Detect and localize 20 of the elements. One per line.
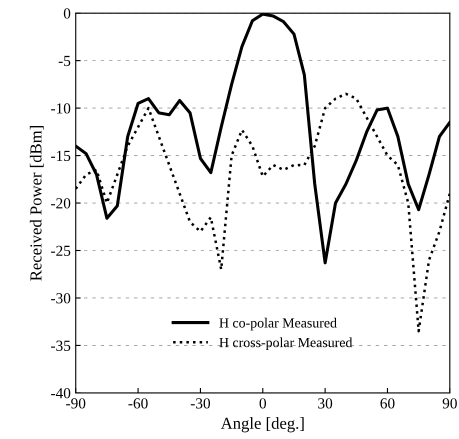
y-tick-label: -35 — [51, 340, 70, 351]
x-tick-label: 90 — [442, 398, 457, 409]
x-tick-label: -90 — [66, 398, 86, 409]
legend-label: H co-polar Measured — [219, 318, 337, 330]
y-axis-title: Received Power [dBm] — [30, 126, 44, 281]
legend-label: H cross-polar Measured — [219, 337, 352, 350]
y-tick-label: -20 — [51, 198, 70, 208]
x-tick-label: 60 — [380, 398, 395, 409]
y-tick-label: -25 — [51, 246, 70, 256]
y-tick-label: 0 — [64, 8, 70, 19]
x-tick-label: -60 — [128, 398, 148, 409]
y-tick-label: -5 — [58, 56, 70, 66]
y-tick-label: -15 — [51, 150, 70, 162]
y-tick-label: -30 — [51, 293, 70, 304]
x-axis-title: Angle [deg.] — [220, 417, 304, 432]
x-tick-label: 30 — [318, 398, 332, 409]
y-tick-label: -40 — [51, 388, 70, 398]
y-tick-label: -10 — [51, 103, 70, 114]
x-tick-label: 0 — [260, 398, 266, 409]
x-tick-label: -30 — [190, 398, 210, 409]
